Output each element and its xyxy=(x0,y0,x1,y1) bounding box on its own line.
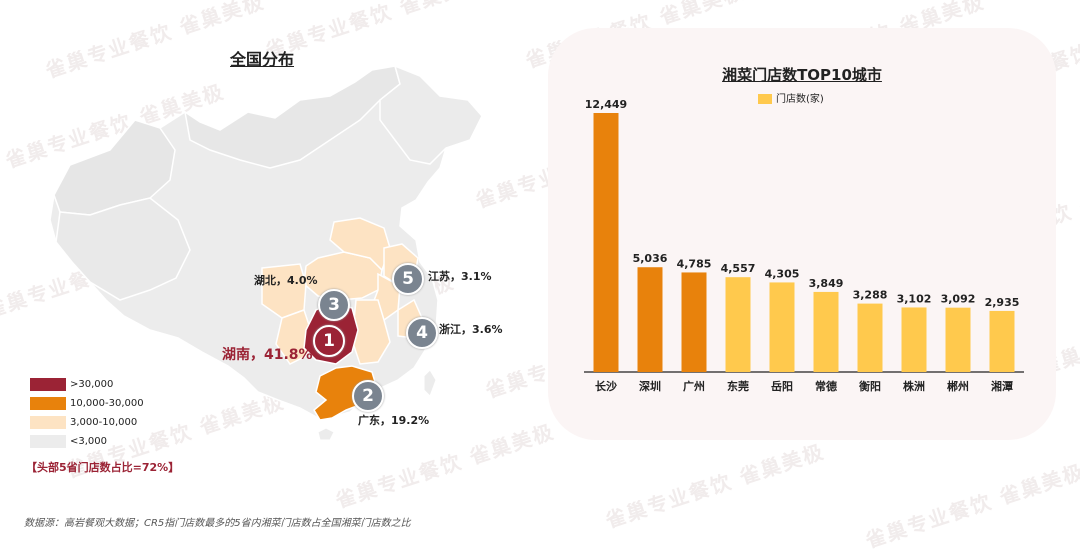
legend-swatch xyxy=(30,397,66,410)
jiangsu-label: 江苏，3.1% xyxy=(428,270,492,283)
category-label: 常德 xyxy=(815,379,837,393)
zhejiang-label: 浙江，3.6% xyxy=(439,323,503,336)
rank-badge-2: 2 xyxy=(352,380,384,412)
bar-value-label: 3,092 xyxy=(941,293,976,306)
rank-badge-4: 4 xyxy=(406,317,438,349)
bar-5 xyxy=(769,282,795,372)
category-label: 衡阳 xyxy=(859,379,881,393)
henan-province xyxy=(329,217,391,272)
category-label: 湘潭 xyxy=(991,379,1013,393)
bar-10 xyxy=(989,310,1015,372)
hubei-label: 湖北，4.0% xyxy=(254,274,318,287)
bar-value-label: 2,935 xyxy=(985,296,1020,309)
watermark-text: 雀巢专业餐饮 雀巢美极 xyxy=(862,459,1080,553)
bar-value-label: 3,849 xyxy=(809,277,844,290)
legend-swatch xyxy=(30,416,66,429)
bar-value-label: 12,449 xyxy=(585,98,627,111)
legend-label: 3,000-10,000 xyxy=(70,417,138,428)
xinjiang-region xyxy=(53,119,176,216)
category-label: 东莞 xyxy=(727,379,749,393)
chart-title: 湘菜门店数TOP10城市 xyxy=(722,66,882,84)
legend-label: <3,000 xyxy=(70,436,108,447)
rank-badge-5: 5 xyxy=(392,263,424,295)
guangdong-label: 广东，19.2% xyxy=(358,414,430,427)
map-panel: 全国分布 3 1 2 4 5 湖北，4.0% 湖南，4 xyxy=(0,0,540,500)
taiwan-island xyxy=(423,369,437,397)
category-label: 郴州 xyxy=(947,379,969,393)
legend-item: >30,000 xyxy=(30,378,144,396)
bar-value-label: 4,557 xyxy=(721,262,756,275)
legend-item: 3,000-10,000 xyxy=(30,416,144,434)
category-label: 株洲 xyxy=(903,379,925,393)
china-map xyxy=(49,64,483,441)
northeast-region xyxy=(379,64,483,165)
bar-value-label: 4,305 xyxy=(765,267,800,280)
hunan-label: 湖南，41.8% xyxy=(222,347,313,363)
legend-label: 门店数(家) xyxy=(776,94,824,105)
chart-legend: 门店数(家) xyxy=(758,90,824,105)
tibet-region xyxy=(55,197,191,301)
bar-value-label: 3,102 xyxy=(897,292,932,305)
guangdong-province xyxy=(313,365,379,421)
map-title: 全国分布 xyxy=(230,50,295,69)
bar-chart: 12,449 长沙 5,036 深圳 4,785 广州 4,557 东莞 4,305 岳阳 3,84… xyxy=(584,98,1024,393)
legend-label: 10,000-30,000 xyxy=(70,398,144,409)
legend-label: >30,000 xyxy=(70,379,114,390)
source-note: 数据源：高岩餐观大数据；CR5指门店数最多的5省内湘菜门店数占全国湘菜门店数之比 xyxy=(24,518,411,529)
category-label: 岳阳 xyxy=(771,379,793,393)
bar-7 xyxy=(857,303,883,372)
bar-value-label: 3,288 xyxy=(853,289,888,302)
bar-value-label: 4,785 xyxy=(677,257,712,270)
category-label: 长沙 xyxy=(595,379,617,393)
bar-2 xyxy=(637,267,663,372)
bar-8 xyxy=(901,307,927,372)
bar-4 xyxy=(725,277,751,372)
guizhou-province xyxy=(275,309,313,365)
legend-item: 10,000-30,000 xyxy=(30,397,144,415)
bar-1 xyxy=(593,113,619,372)
bar-value-label: 5,036 xyxy=(633,252,668,265)
bar-6 xyxy=(813,291,839,372)
rank-badge-3: 3 xyxy=(318,289,350,321)
bar-9 xyxy=(945,307,971,372)
category-label: 深圳 xyxy=(639,379,661,393)
legend-swatch xyxy=(30,378,66,391)
cr5-note: 【头部5省门店数占比=72%】 xyxy=(26,461,180,474)
rank-badge-1: 1 xyxy=(313,325,345,357)
legend-swatch xyxy=(30,435,66,448)
map-legend: >30,000 10,000-30,000 3,000-10,000 <3,00… xyxy=(30,378,144,454)
legend-swatch xyxy=(758,94,772,104)
category-label: 广州 xyxy=(683,379,705,393)
watermark-text: 雀巢专业餐饮 雀巢美极 xyxy=(602,439,828,533)
legend-item: <3,000 xyxy=(30,435,144,453)
chart-panel: 湘菜门店数TOP10城市 门店数(家) 12,449 长沙 5,036 深圳 4,785… xyxy=(548,28,1056,440)
hainan-island xyxy=(317,427,335,441)
bar-3 xyxy=(681,272,707,372)
